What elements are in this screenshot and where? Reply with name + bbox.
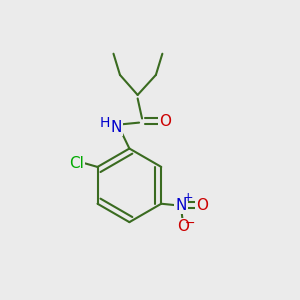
Text: Cl: Cl (69, 156, 84, 171)
Text: H: H (100, 116, 110, 130)
Text: O: O (196, 198, 208, 213)
Text: +: + (182, 191, 193, 204)
Text: −: − (185, 217, 195, 230)
Text: O: O (177, 219, 189, 234)
Text: O: O (159, 114, 171, 129)
Text: N: N (176, 198, 187, 213)
Text: N: N (110, 120, 122, 135)
